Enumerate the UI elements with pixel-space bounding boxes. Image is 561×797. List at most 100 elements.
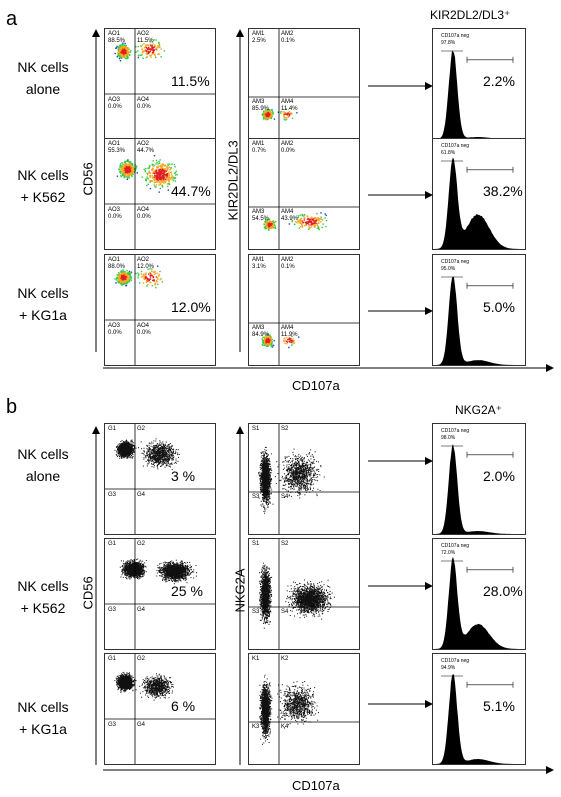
quadrant-label: AO1	[108, 31, 121, 37]
quadrant-label: AM2	[281, 141, 294, 147]
histogram-gate-label: CD107a neg	[441, 543, 470, 549]
quadrant-label: G4	[137, 492, 146, 498]
quadrant-label: AM3	[252, 325, 265, 331]
quadrant-value: 3.1%	[252, 264, 266, 270]
receptor-cd107a-plot-a2: AM1 AM2 AM3 AM4 0.7% 0.0% 54.5% 43.9%	[248, 138, 360, 250]
receptor-cd107a-plot-a3: AM1 AM2 AM3 AM4 3.1% 0.1% 84.9% 11.9%	[248, 254, 360, 366]
quadrant-label: S2	[281, 541, 289, 547]
percent-cd107a-positive: 6 %	[171, 698, 196, 714]
row-label-line1: NK cells	[17, 699, 69, 715]
percent-receptor-cd107a-positive: 38.2%	[483, 183, 523, 199]
quadrant-label: AM1	[252, 31, 265, 37]
quadrant-value: 88.0%	[108, 264, 126, 270]
percent-receptor-cd107a-positive: 5.1%	[483, 698, 515, 714]
histogram-gate-value: 97.8%	[441, 40, 456, 46]
panel-a-letter: a	[6, 8, 18, 30]
quadrant-value: 11.5%	[137, 38, 154, 44]
percent-receptor-cd107a-positive: 28.0%	[483, 583, 523, 599]
quadrant-value: 12.0%	[137, 264, 155, 270]
scatter-dots	[261, 333, 300, 349]
quadrant-value: 85.9%	[252, 106, 270, 112]
quadrant-value: 54.5%	[252, 216, 270, 222]
quadrant-label: AM3	[252, 99, 265, 105]
row-label-line1: NK cells	[17, 167, 69, 183]
scatter-dots	[114, 438, 180, 471]
quadrant-label: AO4	[137, 97, 150, 103]
quadrant-label: AO3	[108, 97, 121, 103]
quadrant-lines	[105, 424, 215, 534]
histogram-gate-value: 61.8%	[441, 150, 456, 156]
quadrant-label: S4	[281, 494, 289, 500]
quadrant-lines	[249, 654, 359, 764]
scatter-dots	[263, 212, 328, 231]
histogram-gate-value: 98.0%	[441, 435, 456, 441]
quadrant-label: AO4	[137, 323, 150, 329]
percent-cd107a-positive: 44.7%	[171, 183, 211, 199]
scatter-dots	[119, 558, 198, 585]
quadrant-value: 0.1%	[281, 264, 295, 270]
quadrant-value: 0.0%	[108, 214, 122, 220]
quadrant-label: AM4	[281, 325, 294, 331]
percent-receptor-cd107a-positive: 2.0%	[483, 468, 515, 484]
quadrant-lines	[105, 539, 215, 649]
quadrant-label: G2	[137, 656, 146, 662]
quadrant-label: G3	[108, 492, 117, 498]
histogram-gate-label: CD107a neg	[441, 428, 470, 434]
cd107a-histogram-b3: CD107a neg 94.9% 5.1%	[432, 653, 526, 765]
quadrant-value: 11.9%	[281, 332, 298, 338]
quadrant-label: G4	[137, 607, 146, 613]
quadrant-value: 88.5%	[108, 38, 126, 44]
quadrant-label: G1	[108, 426, 117, 432]
scatter-dots	[114, 265, 164, 289]
quadrant-label: S1	[252, 541, 260, 547]
quadrant-label: S1	[252, 426, 260, 432]
row-label-line2: + KG1a	[19, 307, 67, 323]
histogram-gate-label: CD107a neg	[441, 143, 470, 149]
y-axis-title-a1: CD56	[80, 162, 96, 196]
scatter-dots	[259, 674, 319, 745]
row-label-a2: NK cells + K562	[3, 164, 83, 208]
quadrant-lines	[249, 255, 359, 365]
quadrant-label: G1	[108, 541, 117, 547]
quadrant-lines	[249, 139, 359, 249]
histogram-gate-value: 95.0%	[441, 266, 456, 272]
quadrant-label: K1	[252, 656, 260, 662]
quadrant-value: 0.0%	[108, 330, 122, 336]
quadrant-value: 0.1%	[281, 38, 295, 44]
scatter-dots	[114, 39, 166, 62]
quadrant-label: G3	[108, 722, 117, 728]
histogram-gate-label: CD107a neg	[441, 33, 470, 39]
quadrant-label: AM2	[281, 257, 294, 263]
quadrant-value: 0.0%	[108, 104, 122, 110]
histogram-shape	[433, 50, 525, 139]
receptor-cd107a-plot-b1: S1 S2 S3 S4	[248, 423, 360, 535]
percent-cd107a-positive: 25 %	[171, 583, 203, 599]
quadrant-lines	[105, 255, 215, 365]
quadrant-value: 0.0%	[137, 330, 151, 336]
quadrant-label: AO2	[137, 31, 150, 37]
quadrant-label: AO2	[137, 141, 150, 147]
quadrant-value: 0.0%	[137, 214, 151, 220]
cd56-cd107a-plot-a1: AO1 AO2 AO3 AO4 88.5% 11.5% 0.0% 0.0% 11.5%	[104, 28, 216, 140]
quadrant-value: 55.3%	[108, 148, 126, 154]
quadrant-label: S4	[281, 609, 289, 615]
quadrant-label: AM1	[252, 257, 265, 263]
cd107a-histogram-b1: CD107a neg 98.0% 2.0%	[432, 423, 526, 535]
scatter-dots	[116, 155, 178, 193]
quadrant-label: AM2	[281, 31, 294, 37]
quadrant-value: 2.5%	[252, 38, 266, 44]
percent-receptor-cd107a-positive: 2.2%	[483, 73, 515, 89]
quadrant-label: G3	[108, 607, 117, 613]
y-axis-title-b2: NKG2A	[232, 568, 248, 613]
row-label-line2: + K562	[20, 600, 66, 616]
cd56-cd107a-plot-a3: AO1 AO2 AO3 AO4 88.0% 12.0% 0.0% 0.0% 12.0%	[104, 254, 216, 366]
row-label-line1: NK cells	[17, 59, 69, 75]
row-label-line2: + KG1a	[19, 721, 67, 737]
quadrant-value: 44.7%	[137, 148, 155, 154]
row-label-line1: NK cells	[17, 446, 69, 462]
quadrant-label: K2	[281, 656, 289, 662]
row-label-b2: NK cells + K562	[3, 575, 83, 619]
quadrant-label: S3	[252, 494, 260, 500]
panel-a-hist-title: KIR2DL2/DL3⁺	[430, 8, 511, 22]
histogram-shape	[433, 556, 525, 649]
